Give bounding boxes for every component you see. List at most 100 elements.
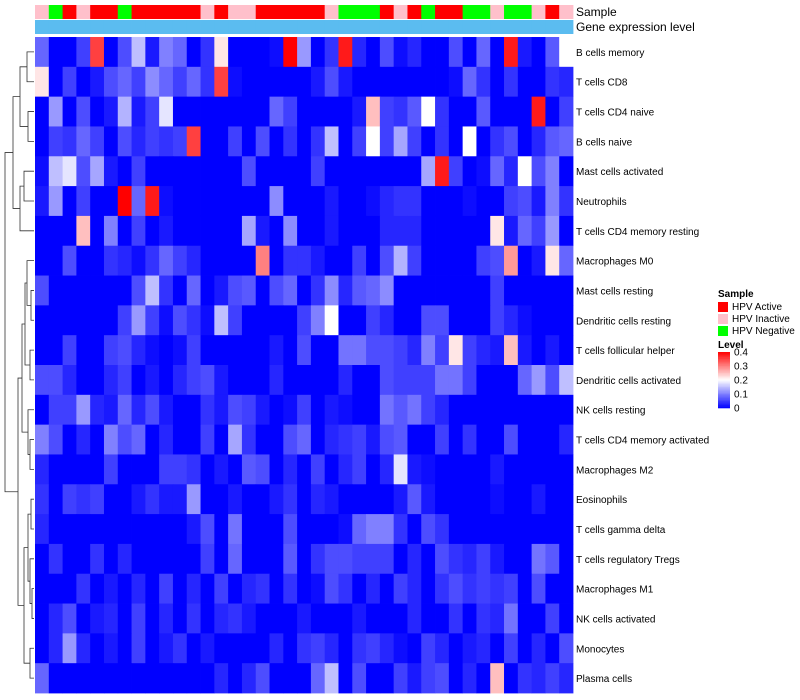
heatmap-cell (228, 663, 243, 694)
heatmap-cell (504, 394, 519, 426)
heatmap-cell (241, 275, 257, 306)
heatmap-cell (131, 394, 146, 426)
heatmap-cell (228, 603, 243, 634)
heatmap-cell (448, 215, 464, 247)
heatmap-cell (117, 96, 132, 127)
heatmap-cell (35, 66, 50, 98)
heatmap-cell (90, 215, 105, 247)
heatmap-cell (545, 633, 560, 664)
row-label: T cells CD4 memory resting (576, 227, 699, 238)
heatmap-cell (504, 573, 519, 604)
heatmap-cell (366, 305, 381, 336)
heatmap-cell (76, 424, 91, 455)
heatmap-cell (35, 365, 50, 396)
heatmap-cell (186, 633, 201, 664)
heatmap-cell (517, 603, 533, 634)
sample-annotation-cell (228, 5, 243, 19)
heatmap-cell (352, 186, 367, 217)
heatmap-cell (324, 573, 339, 604)
heatmap-cell (283, 573, 298, 604)
heatmap-cell (159, 454, 174, 485)
heatmap-cell (228, 514, 243, 545)
heatmap-cell (559, 484, 574, 515)
heatmap-cell (48, 126, 63, 157)
heatmap-cell (255, 365, 270, 396)
sample-annotation-cell (48, 5, 63, 19)
heatmap-cell (90, 335, 105, 366)
sample-annotation-cell (421, 5, 436, 19)
expression-annotation-cell (338, 20, 353, 34)
heatmap-cell (393, 156, 408, 187)
heatmap-cell (145, 66, 160, 98)
expression-annotation-cell (214, 20, 229, 34)
heatmap-cell (448, 96, 464, 127)
heatmap-cell (448, 126, 464, 157)
expression-annotation-cell (462, 20, 477, 34)
heatmap-cell (476, 96, 491, 127)
heatmap-cell (366, 365, 381, 396)
heatmap-cell (324, 633, 339, 664)
heatmap-cell (283, 335, 298, 366)
heatmap-cell (490, 424, 505, 455)
sample-annotation-cell (352, 5, 367, 19)
heatmap-cell (490, 126, 505, 157)
heatmap-cell (393, 66, 408, 98)
heatmap-cell (48, 633, 63, 664)
heatmap-cell (90, 633, 105, 664)
expression-annotation-cell (531, 20, 546, 34)
legend-gradient-step (718, 401, 730, 403)
heatmap-cell (200, 424, 215, 455)
heatmap-cell (90, 37, 105, 68)
heatmap-cell (241, 96, 257, 127)
heatmap-cell (241, 245, 257, 276)
heatmap-cell (379, 186, 395, 217)
heatmap-cell (462, 126, 477, 157)
heatmap-cell (269, 126, 284, 157)
heatmap-cell (76, 215, 91, 247)
heatmap-cell (214, 156, 229, 187)
heatmap-cell (297, 365, 312, 396)
expression-annotation-cell (269, 20, 284, 34)
heatmap-cell (490, 394, 505, 426)
heatmap-cell (462, 156, 477, 187)
heatmap-cell (490, 275, 505, 306)
heatmap-cell (490, 603, 505, 634)
heatmap-cell (338, 275, 353, 306)
sample-annotation-cell (172, 5, 188, 19)
sample-annotation-cell (435, 5, 450, 19)
heatmap-cell (517, 543, 533, 575)
heatmap-cell (186, 37, 201, 68)
heatmap-cell (407, 394, 422, 426)
heatmap-cell (517, 215, 533, 247)
heatmap-cell (559, 514, 574, 545)
heatmap-cell (159, 633, 174, 664)
heatmap-cell (131, 514, 146, 545)
heatmap-cell (269, 424, 284, 455)
expression-annotation-cell (117, 20, 132, 34)
heatmap-cell (310, 424, 326, 455)
heatmap-cell (490, 66, 505, 98)
heatmap-cell (504, 663, 519, 694)
heatmap-cell (504, 215, 519, 247)
heatmap-cell (310, 275, 326, 306)
heatmap-cell (490, 543, 505, 575)
heatmap-cell (531, 156, 546, 187)
heatmap-cell (283, 424, 298, 455)
heatmap-cell (545, 37, 560, 68)
heatmap-cell (490, 454, 505, 485)
expression-annotation-cell (366, 20, 381, 34)
legend-swatch (718, 314, 728, 324)
sample-annotation-cell (462, 5, 477, 19)
heatmap-cell (324, 275, 339, 306)
heatmap-cell (559, 633, 574, 664)
expression-annotation-cell (504, 20, 519, 34)
heatmap-cell (241, 186, 257, 217)
heatmap-cell (421, 603, 436, 634)
heatmap-cell (393, 603, 408, 634)
heatmap-cell (393, 37, 408, 68)
heatmap-cell (186, 573, 201, 604)
heatmap-cell (366, 454, 381, 485)
heatmap-cell (407, 633, 422, 664)
heatmap-cell (186, 126, 201, 157)
expression-annotation-cell (545, 20, 560, 34)
